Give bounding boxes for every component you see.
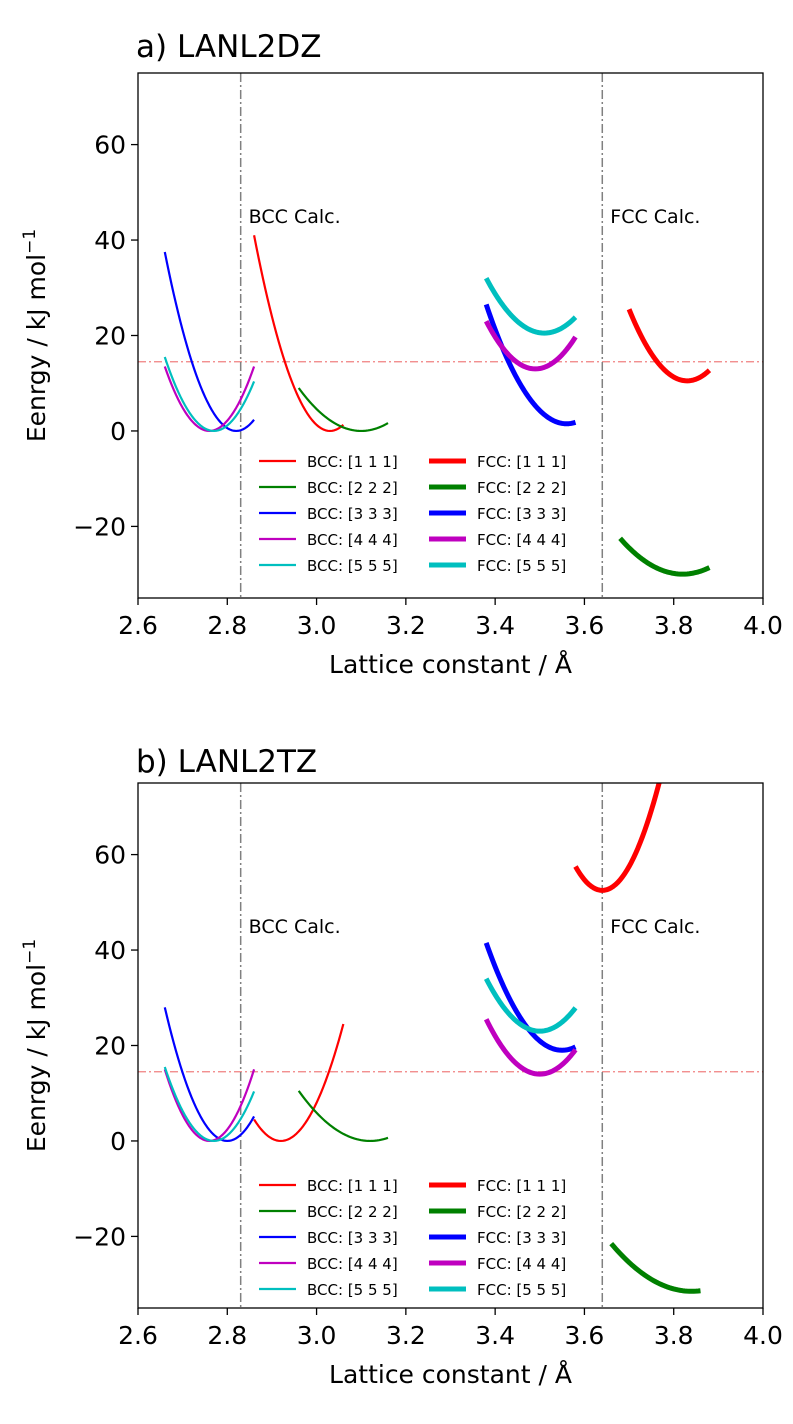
y-axis-label: Eenrgy / kJ mol−1 bbox=[20, 229, 51, 442]
legend-label-7: FCC: [3 3 3] bbox=[477, 1229, 566, 1247]
plot-frame bbox=[137, 782, 764, 1309]
x-tick-label-0: 2.6 bbox=[118, 1321, 158, 1350]
plot-frame bbox=[137, 72, 764, 599]
legend-label-5: FCC: [1 1 1] bbox=[477, 1177, 566, 1195]
series-line-1 bbox=[297, 387, 389, 433]
series-line-6 bbox=[618, 536, 711, 577]
y-axis-label: Eenrgy / kJ mol−1 bbox=[20, 939, 51, 1152]
legend-label-0: BCC: [1 1 1] bbox=[307, 1177, 398, 1195]
series-line-1 bbox=[297, 1090, 389, 1143]
series-line-8 bbox=[483, 320, 578, 372]
legend: BCC: [1 1 1] BCC: [2 2 2] BCC: [3 3 3] BCC:… bbox=[259, 453, 566, 575]
series-line-6 bbox=[609, 1241, 701, 1294]
y-axis-label-sup: −1 bbox=[20, 939, 40, 964]
y-tick-label-3: 40 bbox=[94, 936, 126, 965]
x-tick-label-5: 3.6 bbox=[565, 1321, 605, 1350]
x-tick-label-1: 2.8 bbox=[207, 1321, 247, 1350]
panel-b: b) LANL2TZ BCC Calc. FCC Calc. 2.6 2.8 3.0 3.2… bbox=[20, 744, 783, 1389]
x-tick-label-6: 3.8 bbox=[654, 611, 694, 640]
x-tick-label-7: 4.0 bbox=[743, 1321, 783, 1350]
y-axis-label-sup: −1 bbox=[20, 229, 40, 254]
chart-title: a) LANL2DZ bbox=[136, 29, 321, 65]
x-tick-label-1: 2.8 bbox=[207, 611, 247, 640]
series-line-9 bbox=[483, 977, 578, 1034]
x-tick-label-7: 4.0 bbox=[743, 611, 783, 640]
vline-label-0: BCC Calc. bbox=[249, 916, 341, 938]
legend-label-8: FCC: [4 4 4] bbox=[477, 531, 566, 549]
x-tick-label-3: 3.2 bbox=[386, 611, 426, 640]
x-tick-label-6: 3.8 bbox=[654, 1321, 694, 1350]
x-tick-label-4: 3.4 bbox=[475, 611, 515, 640]
legend-label-9: FCC: [5 5 5] bbox=[477, 557, 566, 575]
y-tick-label-1: 0 bbox=[110, 1127, 126, 1156]
y-tick-label-0: −20 bbox=[73, 512, 126, 541]
vline-label-1: FCC Calc. bbox=[610, 916, 700, 938]
chart-title: b) LANL2TZ bbox=[136, 744, 317, 780]
series-line-5 bbox=[573, 783, 662, 893]
legend-label-5: FCC: [1 1 1] bbox=[477, 453, 566, 471]
legend-label-8: FCC: [4 4 4] bbox=[477, 1255, 566, 1273]
legend-label-1: BCC: [2 2 2] bbox=[307, 1203, 398, 1221]
legend-label-0: BCC: [1 1 1] bbox=[307, 453, 398, 471]
x-tick-label-2: 3.0 bbox=[297, 611, 337, 640]
legend-label-6: FCC: [2 2 2] bbox=[477, 479, 566, 497]
legend-label-9: FCC: [5 5 5] bbox=[477, 1281, 566, 1299]
legend-label-4: BCC: [5 5 5] bbox=[307, 557, 398, 575]
legend-label-7: FCC: [3 3 3] bbox=[477, 505, 566, 523]
series-line-0 bbox=[252, 235, 345, 433]
series-line-4 bbox=[163, 1066, 256, 1143]
panel-a: a) LANL2DZ BCC Calc. FCC Calc. 2.6 2.8 3.0 3.2… bbox=[20, 29, 783, 679]
legend-label-2: BCC: [3 3 3] bbox=[307, 505, 398, 523]
y-tick-label-3: 40 bbox=[94, 226, 126, 255]
legend-label-2: BCC: [3 3 3] bbox=[307, 1229, 398, 1247]
x-tick-label-3: 3.2 bbox=[386, 1321, 426, 1350]
series-line-4 bbox=[163, 356, 256, 433]
series-line-2 bbox=[163, 1007, 256, 1143]
y-tick-label-4: 60 bbox=[94, 131, 126, 160]
legend: BCC: [1 1 1] BCC: [2 2 2] BCC: [3 3 3] BCC:… bbox=[259, 1177, 566, 1299]
x-tick-label-0: 2.6 bbox=[118, 611, 158, 640]
y-axis-label-main: Eenrgy / kJ mol bbox=[22, 254, 51, 442]
y-tick-label-1: 0 bbox=[110, 417, 126, 446]
series-group bbox=[163, 235, 712, 577]
legend-label-6: FCC: [2 2 2] bbox=[477, 1203, 566, 1221]
series-line-0 bbox=[253, 1023, 345, 1143]
series-line-5 bbox=[626, 308, 712, 384]
x-tick-label-2: 3.0 bbox=[297, 1321, 337, 1350]
y-tick-label-2: 20 bbox=[94, 1032, 126, 1061]
legend-label-1: BCC: [2 2 2] bbox=[307, 479, 398, 497]
x-axis-label: Lattice constant / Å bbox=[329, 1360, 572, 1389]
vline-label-0: BCC Calc. bbox=[249, 206, 341, 228]
legend-label-3: BCC: [4 4 4] bbox=[307, 531, 398, 549]
y-tick-label-4: 60 bbox=[94, 841, 126, 870]
series-line-8 bbox=[483, 1018, 578, 1077]
series-line-7 bbox=[483, 303, 577, 427]
y-axis-label-main: Eenrgy / kJ mol bbox=[22, 964, 51, 1152]
vline-label-1: FCC Calc. bbox=[610, 206, 700, 228]
series-line-2 bbox=[163, 251, 255, 433]
series-line-7 bbox=[483, 942, 577, 1053]
y-tick-label-2: 20 bbox=[94, 322, 126, 351]
x-axis-label: Lattice constant / Å bbox=[329, 650, 572, 679]
legend-label-4: BCC: [5 5 5] bbox=[307, 1281, 398, 1299]
legend-label-3: BCC: [4 4 4] bbox=[307, 1255, 398, 1273]
x-tick-label-4: 3.4 bbox=[475, 1321, 515, 1350]
series-group bbox=[163, 783, 701, 1294]
y-tick-label-0: −20 bbox=[73, 1222, 126, 1251]
x-tick-label-5: 3.6 bbox=[565, 611, 605, 640]
series-line-9 bbox=[484, 277, 578, 336]
